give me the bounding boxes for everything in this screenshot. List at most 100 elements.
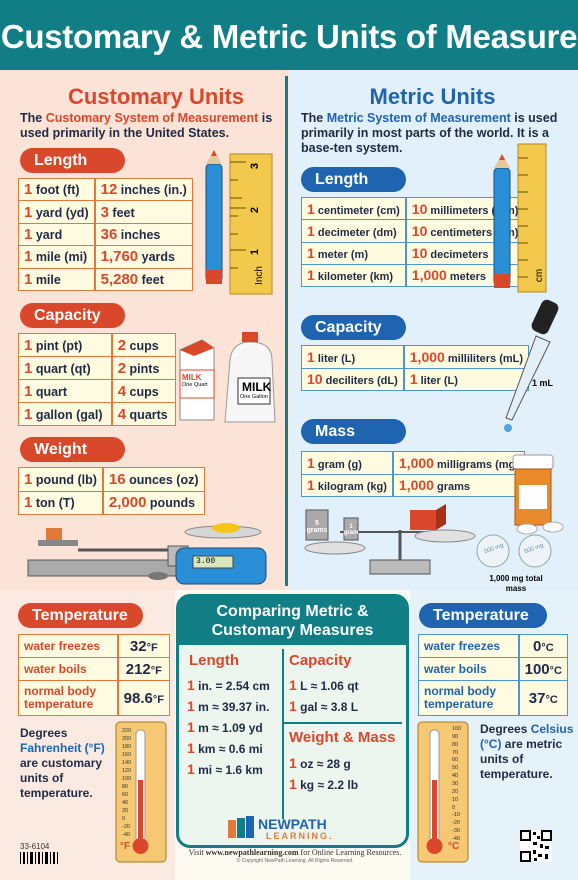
temperature-value-cell: 32°F [116,633,170,659]
comparison-line: 1 gal ≈ 3.8 L [289,698,358,714]
unit-right-name: feet [138,272,164,287]
unit-left-cell: 1 liter (L) [300,345,405,369]
unit-left-name: meter (m) [314,249,368,262]
unit-right-cell: 36 inches [93,222,193,247]
unit-left-name: kilogram (kg) [314,481,387,494]
thermometer-tick-label: 70 [452,749,459,756]
unit-row: 1 foot (ft) 12 inches (in.) [17,177,193,202]
pill-bottle-illustration [476,454,564,568]
customary-length-table: 1 foot (ft) 12 inches (in.) 1 yard (yd) 3 f… [17,177,193,292]
unit-right-name: ounces (oz) [125,472,199,487]
unit-right-name: milligrams (mg) [433,458,519,471]
comparison-number: 1 [187,698,195,714]
comparison-number: 1 [187,719,195,735]
unit-left-name: foot (ft) [32,183,80,198]
comparison-line: 1 in. = 2.54 cm [187,677,270,693]
comparison-box: Comparing Metric & Customary Measures Le… [176,594,409,848]
milk-gallon-label: MILK [242,380,272,394]
unit-right-number: 36 [100,225,118,243]
temperature-value: 100 [524,660,550,678]
scales-illustration [27,523,267,585]
unit-left-number: 1 [24,359,33,377]
comparison-text: m ≈ 1.09 yd [194,721,263,735]
unit-left-number: 1 [24,181,33,199]
unit-right-number: 12 [100,181,118,199]
dropper-illustration [504,299,559,432]
unit-right-name: inches (in.) [117,183,187,198]
thermometer-tick-label: -20 [452,820,460,827]
unit-left-number: 1 [24,336,33,354]
unit-row: 1 quart (qt) 2 pints [17,356,176,380]
unit-row: 1 gallon (gal) 4 quarts [17,402,176,426]
thermometer-tick-label: 140 [122,760,132,766]
comparison-number: 1 [289,755,297,771]
temperature-unit: °F [146,641,158,654]
unit-right-number: 16 [108,470,126,488]
unit-right-number: 2 [117,336,127,354]
metric-capacity-label: Capacity [301,315,406,340]
metric-length-table: 1 centimeter (cm) 10 millimeters (mm) 1 de… [300,196,525,288]
unit-left-cell: 1 foot (ft) [17,177,96,202]
unit-right-cell: 1,000 milliliters (mL) [402,345,530,369]
unit-left-number: 10 [307,371,323,388]
temperature-row: water freezes 0°C [417,633,568,659]
unit-left-cell: 1 decimeter (dm) [300,219,407,243]
unit-left-name: liter (L) [314,352,356,365]
comparison-text: kg ≈ 2.2 lb [296,778,359,792]
metric-mass-label: Mass [301,419,406,444]
temperature-label-cell: water freezes [17,633,119,659]
temperature-value-cell: 212°F [116,657,170,682]
unit-left-cell: 1 pound (lb) [17,467,104,492]
thermometer-tick-label: -10 [452,812,460,819]
customary-weight-label: Weight [20,437,125,462]
thermometer-tick-label: 40 [452,773,459,780]
comparison-line: 1 kg ≈ 2.2 lb [289,776,358,792]
qr-code-icon [520,830,552,862]
thermometer-tick-label: 20 [452,788,459,795]
thermometer-tick-label: -40 [452,836,460,842]
unit-left-name: deciliters (dL) [322,375,398,388]
temperature-row: normal body temperature 98.6°F [17,680,170,716]
comparison-number: 1 [289,698,297,714]
unit-right-number: 4 [117,382,127,400]
unit-left-cell: 1 pint (pt) [17,333,113,357]
temperature-unit: °C [541,641,554,654]
comparison-line: 1 m ≈ 1.09 yd [187,719,263,735]
metric-capacity-table: 1 liter (L) 1,000 milliliters (mL) 10 deci… [300,345,530,391]
temperature-label-cell: normal body temperature [417,680,520,716]
unit-left-name: ton (T) [32,496,75,511]
comparison-number: 1 [289,677,297,693]
unit-row: 1 yard (yd) 3 feet [17,200,193,224]
comparison-number: 1 [289,776,297,792]
unit-left-number: 1 [307,267,315,284]
thermometer-tick-label: -40 [122,832,130,838]
unit-left-cell: 1 quart (qt) [17,356,113,380]
cm-ruler-illustration [493,143,547,293]
ruler-unit: Inch [253,266,265,285]
unit-row: 1 liter (L) 1,000 milliliters (mL) [300,345,530,369]
thermometer-tick-label: 90 [452,733,459,740]
unit-right-name: feet [108,205,135,220]
brand-name: NEWPATH [258,816,327,832]
unit-left-number: 1 [24,248,33,266]
comparison-text: L ≈ 1.06 qt [296,679,359,693]
temperature-row: normal body temperature 37°C [417,680,568,716]
metric-length-label: Length [301,167,406,192]
unit-left-cell: 1 yard (yd) [17,200,96,224]
customary-intro: The Customary System of Measurement is u… [20,111,273,140]
thermometer-tick-label: 200 [122,736,132,742]
unit-right-name: inches [117,227,161,242]
barcode-icon [20,852,58,864]
pills-caption: 1,000 mg total mass [489,574,543,593]
copyright: © Copyright NewPath Learning. All Rights… [236,858,354,864]
temperature-row: water freezes 32°F [17,633,170,659]
unit-right-number: 1,000 [398,477,434,494]
metric-intro: The Metric System of Measurement is used… [301,111,558,155]
unit-left-number: 1 [24,470,33,488]
unit-right-name: pints [126,361,160,376]
unit-right-number: 10 [411,200,428,217]
temperature-value-cell: 98.6°F [116,680,170,716]
unit-left-number: 1 [24,270,33,288]
celsius-table: water freezes 0°C water boils 100°C normal b… [417,633,568,716]
unit-right-number: 5,280 [100,270,139,288]
